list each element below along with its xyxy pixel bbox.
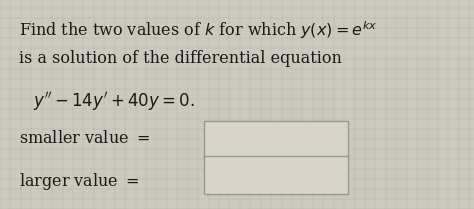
FancyBboxPatch shape — [204, 156, 348, 194]
Text: Find the two values of $k$ for which $y(x) = e^{kx}$: Find the two values of $k$ for which $y(… — [19, 19, 377, 41]
Text: is a solution of the differential equation: is a solution of the differential equati… — [19, 50, 342, 67]
FancyBboxPatch shape — [204, 121, 348, 160]
Text: larger value $=$: larger value $=$ — [19, 171, 139, 192]
Text: smaller value $=$: smaller value $=$ — [19, 130, 150, 147]
Text: $y'' - 14y' + 40y = 0.$: $y'' - 14y' + 40y = 0.$ — [33, 90, 195, 113]
